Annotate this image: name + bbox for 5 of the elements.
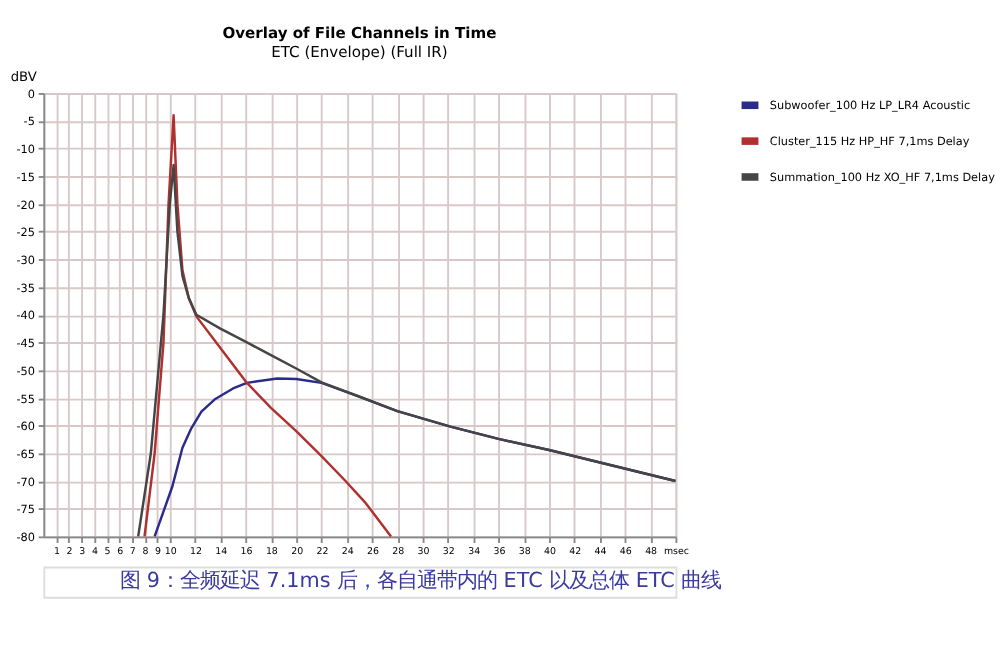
line-series xyxy=(136,163,677,538)
chart-title: Overlay of File Channels in Time xyxy=(222,24,497,43)
chart-subtitle: ETC (Envelope) (Full IR) xyxy=(271,43,448,62)
caption: 图 9：全频延迟 7.1ms 后，各自通带内的 ETC 以及总体 ETC 曲线 xyxy=(120,569,722,594)
line-series xyxy=(143,113,393,538)
